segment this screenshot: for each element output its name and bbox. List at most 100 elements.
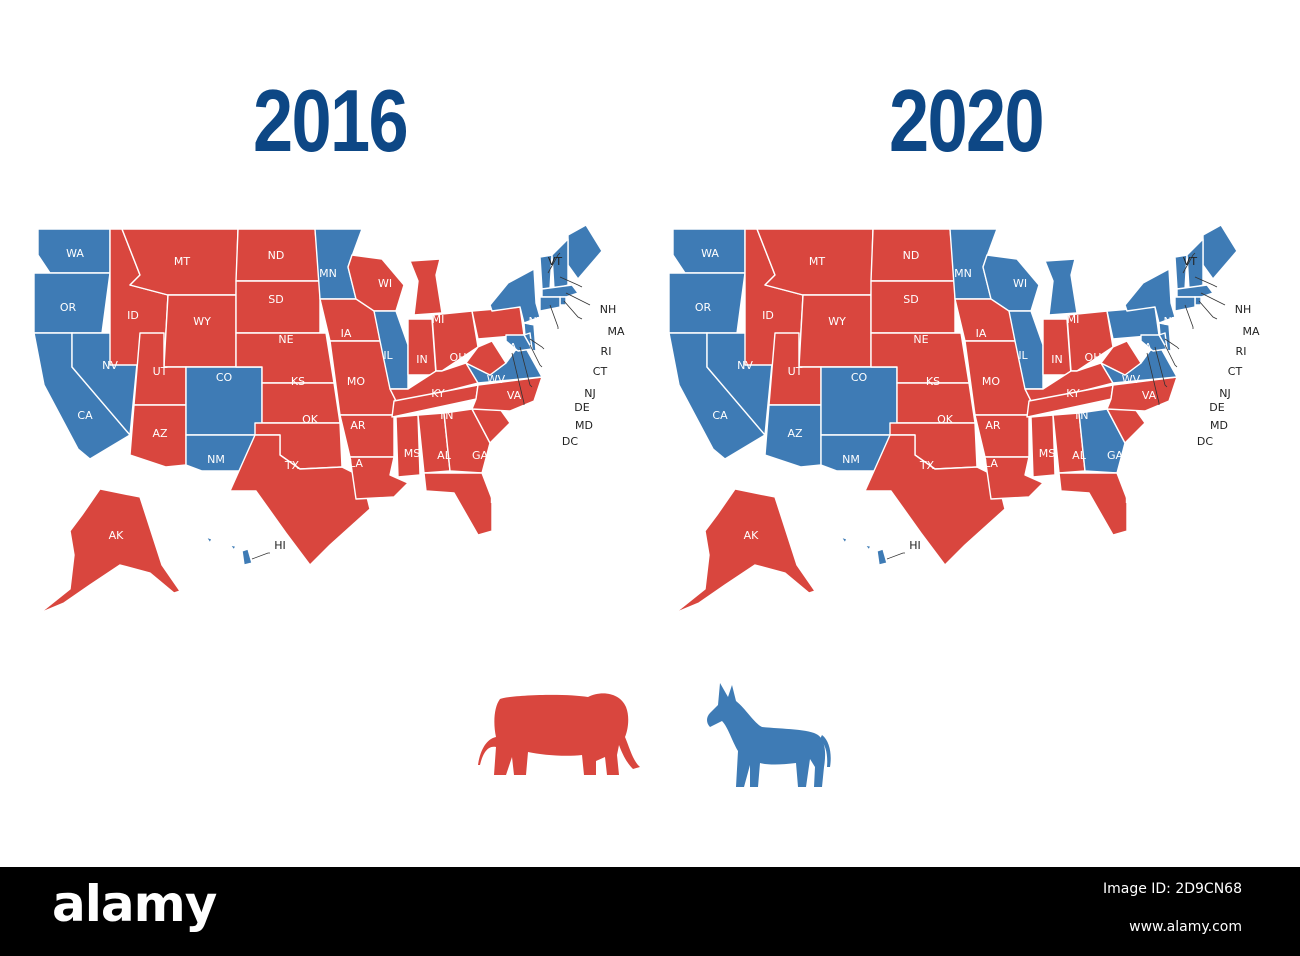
state-label-ny: NY — [529, 315, 544, 328]
callout-label-de: DE — [1209, 401, 1224, 414]
callout-label-nj: NJ — [1219, 387, 1230, 400]
callout-label-nh: NH — [1235, 303, 1252, 316]
callout-line-nj — [1164, 338, 1180, 350]
state-label-in: IN — [1051, 353, 1062, 366]
state-label-ne: NE — [278, 333, 293, 346]
state-ks — [261, 382, 341, 424]
state-ct — [1174, 296, 1196, 312]
state-label-mt: MT — [174, 255, 190, 268]
state-label-la: LA — [349, 457, 363, 470]
state-label-pa: PA — [1138, 341, 1152, 354]
state-nm — [820, 434, 891, 472]
state-label-wv: WV — [1122, 373, 1141, 386]
source-url: www.alamy.com — [1129, 919, 1242, 935]
state-label-la: LA — [984, 457, 998, 470]
state-label-ga: GA — [472, 449, 489, 462]
state-label-or: OR — [60, 301, 77, 314]
state-label-ia: IA — [976, 327, 987, 340]
state-label-tx: TX — [284, 459, 300, 472]
state-label-ak: AK — [744, 529, 760, 542]
state-mi — [409, 258, 443, 316]
state-label-ks: KS — [926, 375, 940, 388]
state-label-sd: SD — [268, 293, 283, 306]
state-label-ga: GA — [1107, 449, 1124, 462]
state-hi — [205, 536, 213, 544]
callout-label-ri: RI — [601, 345, 612, 358]
callout-line-ri — [563, 300, 583, 320]
callout-line-nh — [1194, 276, 1218, 288]
state-label-az: AZ — [787, 427, 803, 440]
state-label-ny: NY — [1164, 315, 1179, 328]
state-hi — [241, 548, 253, 566]
state-label-wi: WI — [378, 277, 392, 290]
state-label-wi: WI — [1013, 277, 1027, 290]
state-label-co: CO — [216, 371, 233, 384]
callout-label-ma: MA — [1242, 325, 1259, 338]
state-label-sc: SC — [503, 433, 518, 446]
state-label-ok: OK — [302, 413, 319, 426]
state-label-sd: SD — [903, 293, 918, 306]
state-label-ms: MS — [1039, 447, 1055, 460]
state-label-me: ME — [1209, 279, 1225, 292]
state-label-mt: MT — [809, 255, 825, 268]
state-label-tn: TN — [1073, 409, 1089, 422]
elephant-icon — [478, 693, 640, 775]
callout-label-nh: NH — [600, 303, 617, 316]
callout-line-dc — [1146, 352, 1160, 405]
callout-line-ma — [1200, 292, 1226, 306]
state-label-sc: SC — [1138, 433, 1153, 446]
state-label-id: ID — [762, 309, 774, 322]
callout-line-md — [519, 346, 533, 388]
year-title-left: 2016 — [253, 71, 409, 170]
state-hi — [229, 544, 237, 551]
us-map-right: WA OR CA NV ID MT WY UT AZ CO NM ND SD NE KS OK TX MN IA MO… — [668, 224, 1260, 614]
state-ri — [1194, 296, 1202, 306]
state-nm — [185, 434, 256, 472]
state-wv — [465, 340, 507, 376]
state-label-ky: KY — [431, 387, 445, 400]
callout-line-vt — [1182, 252, 1196, 274]
callout-line-nh — [559, 276, 583, 288]
state-ak — [39, 488, 181, 614]
callout-line-ct — [1184, 304, 1194, 329]
state-label-in: IN — [416, 353, 427, 366]
callout-label-nj: NJ — [584, 387, 595, 400]
state-label-nm: NM — [207, 453, 225, 466]
state-az — [129, 404, 187, 468]
callout-label-dc: DC — [1197, 435, 1213, 448]
us-map-left: WA OR CA NV ID MT WY UT AZ CO NM ND SD NE KS OK TX MN IA MO… — [33, 224, 625, 614]
callout-label-vt: VT — [548, 255, 563, 268]
state-hi — [876, 548, 888, 566]
state-label-ne: NE — [913, 333, 928, 346]
state-label-wa: WA — [701, 247, 719, 260]
state-ms — [1030, 414, 1056, 478]
state-label-tn: TN — [438, 409, 454, 422]
state-label-ut: UT — [153, 365, 168, 378]
state-label-az: AZ — [152, 427, 168, 440]
state-label-nc: NC — [530, 413, 546, 426]
state-mi — [1044, 258, 1078, 316]
state-tx — [229, 434, 371, 566]
state-sd — [235, 280, 321, 334]
callout-line-de — [529, 344, 543, 368]
state-ak — [674, 488, 816, 614]
state-label-ca: CA — [77, 409, 93, 422]
state-label-mn: MN — [954, 267, 972, 280]
state-ma — [541, 284, 579, 298]
state-ga — [443, 408, 491, 474]
state-label-al: AL — [437, 449, 452, 462]
state-label-nd: ND — [903, 249, 920, 262]
callout-label-ri: RI — [1236, 345, 1247, 358]
state-label-pa: PA — [503, 341, 517, 354]
callout-line-md — [1154, 346, 1168, 388]
state-wy — [163, 294, 237, 368]
state-ga — [1078, 408, 1126, 474]
state-label-va: VA — [507, 389, 522, 402]
donkey-icon — [707, 683, 831, 787]
state-label-ca: CA — [712, 409, 728, 422]
state-label-wa: WA — [66, 247, 84, 260]
state-in — [407, 318, 437, 376]
state-label-ak: AK — [109, 529, 125, 542]
state-tx — [864, 434, 1006, 566]
state-label-fl: FL — [1125, 493, 1138, 506]
